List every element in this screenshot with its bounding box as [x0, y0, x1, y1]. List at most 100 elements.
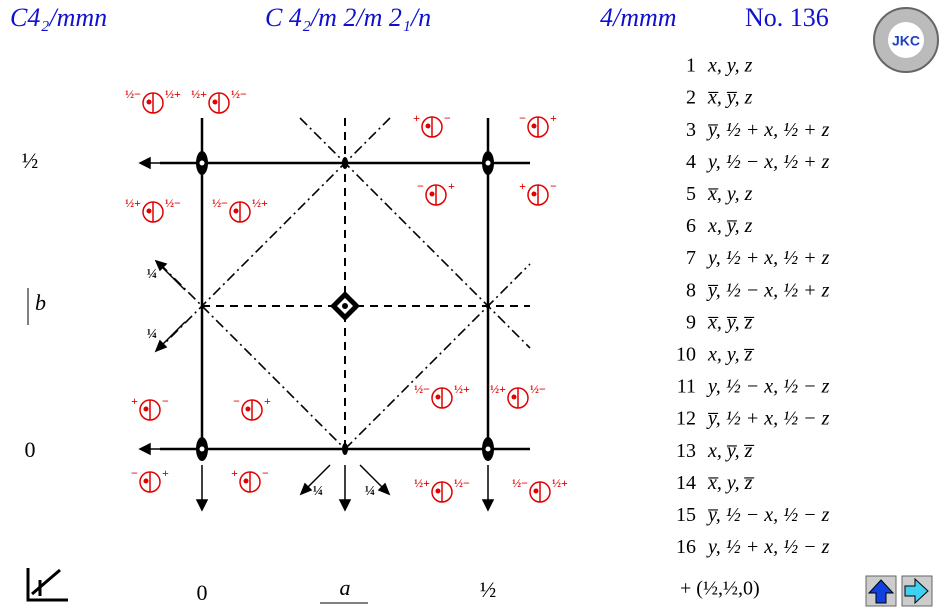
position-coords: x, y, z̅	[707, 343, 755, 365]
symbol-right: +	[264, 394, 271, 408]
symbol-right: −	[162, 394, 169, 408]
symbol-right: ½−	[165, 196, 181, 210]
quarter-label: ¼	[313, 484, 324, 499]
logo-text: JKC	[892, 33, 920, 49]
glide-line	[299, 117, 531, 349]
position-coords: x, y, z	[707, 55, 753, 77]
symbol-comma	[425, 123, 431, 129]
position-coords: x̅, y, z	[707, 183, 753, 205]
position-symbol: + −	[131, 394, 169, 421]
centering: + (½,½,0)	[680, 578, 760, 600]
nav-buttons	[865, 575, 933, 607]
next-arrow[interactable]	[904, 577, 929, 605]
position-symbol: ½− ½+	[414, 382, 470, 409]
axes-icon	[26, 568, 68, 602]
position-number: 14	[676, 472, 696, 494]
position-coords: x, y̅, z	[707, 215, 753, 237]
symbol-comma	[511, 394, 517, 400]
symbol-left: ½−	[414, 382, 430, 396]
symbol-right: −	[444, 111, 451, 125]
symbol-comma	[243, 478, 249, 484]
position-number: 8	[686, 279, 696, 301]
symbol-left: ½+	[125, 196, 141, 210]
position-number: 10	[676, 343, 696, 365]
symbol-comma	[146, 99, 152, 105]
position-symbol: + −	[231, 466, 269, 493]
header: C4₂/mmn C 4₂/m 2/m 2₁/n 4/mmm No. 136	[10, 3, 829, 32]
position-number: 1	[686, 55, 696, 77]
arrows	[138, 156, 495, 512]
up-arrow[interactable]	[867, 579, 895, 604]
position-coords: x̅, y̅, z̅	[707, 311, 755, 333]
symbol-left: −	[131, 466, 138, 480]
position-symbol: + −	[413, 111, 451, 138]
symbol-comma	[212, 99, 218, 105]
logo-inner	[888, 22, 924, 58]
position-symbol: − +	[417, 179, 455, 206]
position-coords: y, ½ + x, ½ + z	[706, 247, 830, 269]
y-half: ½	[22, 148, 39, 173]
symbol-left: ½+	[490, 382, 506, 396]
symbol-left: ½+	[191, 87, 207, 101]
symbol-comma	[531, 123, 537, 129]
symbol-left: +	[131, 394, 138, 408]
symbol-right: −	[550, 179, 557, 193]
symbol-right: ½−	[454, 476, 470, 490]
symbol-right: −	[262, 466, 269, 480]
symbol-right: ½+	[454, 382, 470, 396]
symbol-right: ½−	[530, 382, 546, 396]
short-symbol: C4₂/mmn	[10, 3, 107, 32]
full-symbol: C 4₂/m 2/m 2₁/n	[265, 3, 431, 32]
symbol-left: −	[233, 394, 240, 408]
position-coords: y̅, ½ − x, ½ + z	[706, 279, 830, 301]
symbol-right: ½−	[231, 87, 247, 101]
position-coords: y, ½ − x, ½ − z	[706, 376, 830, 398]
position-number: 11	[677, 376, 696, 398]
b-label: b	[35, 290, 46, 315]
point-group: 4/mmm	[600, 3, 677, 32]
group-number: No. 136	[745, 3, 829, 32]
position-symbol: ½+ ½−	[125, 196, 181, 223]
symbol-left: ½−	[212, 196, 228, 210]
position-symbol: − +	[519, 111, 557, 138]
symbol-right: +	[162, 466, 169, 480]
position-coords: x, y̅, z̅	[707, 440, 755, 462]
position-symbol: ½− ½+	[212, 196, 268, 223]
quarter-label: ¼	[147, 267, 158, 282]
symbol-comma	[233, 208, 239, 214]
position-coords: x̅, y̅, z	[707, 87, 753, 109]
symbol-comma	[533, 488, 539, 494]
x-zero: 0	[197, 580, 208, 605]
quarter-label: ¼	[365, 484, 376, 499]
position-coords: y̅, ½ + x, ½ + z	[706, 119, 830, 141]
position-symbol: ½+ ½−	[191, 87, 247, 114]
position-number: 3	[686, 119, 696, 141]
position-symbol: + −	[519, 179, 557, 206]
position-coords: y̅, ½ + x, ½ − z	[706, 408, 830, 430]
y-zero: 0	[25, 437, 36, 462]
symbol-comma	[146, 208, 152, 214]
symbol-left: −	[519, 111, 526, 125]
position-number: 15	[676, 504, 696, 526]
position-symbol: − +	[233, 394, 271, 421]
symbol-left: −	[417, 179, 424, 193]
position-symbol: − +	[131, 466, 169, 493]
a-label: a	[340, 575, 351, 600]
position-number: 4	[686, 151, 696, 173]
logo: JKC	[873, 7, 939, 73]
symbol-left: ½+	[414, 476, 430, 490]
symbol-right: +	[550, 111, 557, 125]
twofold-axes	[196, 151, 494, 461]
glide-line	[344, 263, 531, 450]
symbol-left: ½−	[125, 87, 141, 101]
position-number: 16	[676, 536, 696, 558]
symbol-comma	[143, 406, 149, 412]
position-symbol: ½+ ½−	[414, 476, 470, 503]
position-coords: x̅, y, z̅	[707, 472, 755, 494]
position-coords: y, ½ − x, ½ + z	[706, 151, 830, 173]
axis-labels: ½ b 0 0 a ½	[22, 148, 497, 605]
position-number: 6	[686, 215, 696, 237]
symbol-comma	[531, 191, 537, 197]
glide-line	[201, 305, 346, 450]
